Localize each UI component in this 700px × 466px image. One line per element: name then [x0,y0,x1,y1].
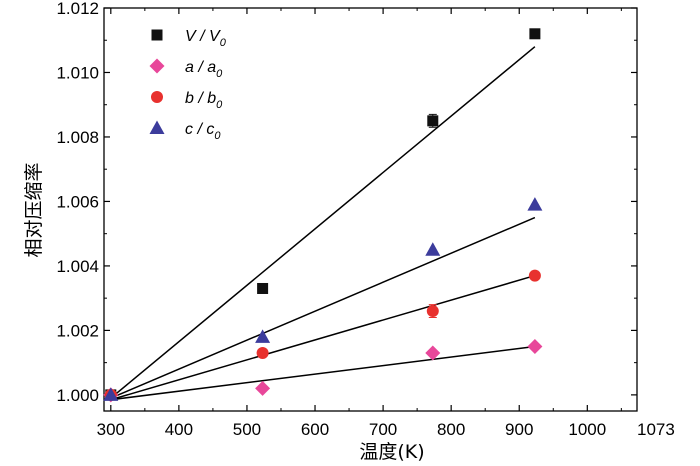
data-point-square [257,282,269,294]
data-point-diamond [255,380,271,396]
legend-subscript: 0 [216,68,223,80]
legend-label: c / c0 [185,121,221,142]
legend-marker-triangle [149,120,165,134]
data-point-circle [528,269,541,282]
y-tick-label: 1.010 [56,63,99,82]
data-point-circle [426,305,439,318]
x-tick-label: 300 [97,420,125,439]
data-point-square [529,28,541,40]
x-tick-label: 900 [505,420,533,439]
fit-line-circle [110,274,536,401]
x-axis-title: 温度(K) [359,441,424,463]
ticks-layer: 300 400 500 600 700 800 900 1000 1.000 1.002 1.004… [56,0,637,439]
y-tick-label: 1.012 [56,0,99,18]
legend-label: V / V0 [185,28,227,49]
error-bars [106,30,539,398]
legend-subscript: 0 [214,130,221,142]
x-tick-label: 500 [233,420,261,439]
x-tick-label: 400 [165,420,193,439]
data-point-diamond [527,339,543,355]
data-point-diamond [425,345,441,361]
legend-marker-circle [151,91,163,103]
data-point-triangle [527,197,543,211]
x-tick-label: 700 [369,420,397,439]
x-tick-label: 1000 [568,420,606,439]
data-point-square [427,115,439,127]
legend-label: b / b0 [185,90,223,111]
x-tick-label: 800 [437,420,465,439]
y-axis-title: 相对压缩率 [23,162,45,257]
data-point-triangle [425,242,441,256]
data-point-circle [256,346,269,359]
fit-lines [110,46,536,401]
fit-line-square [110,46,536,399]
data-point-triangle [103,387,119,401]
legend-marker-diamond [149,58,165,74]
y-tick-label: 1.004 [56,257,99,276]
fit-line-diamond [110,345,535,401]
x-tick-label: 600 [301,420,329,439]
legend-label: a / a0 [185,59,223,80]
data-points [103,28,543,403]
y-tick-label: 1.008 [56,128,99,147]
y-tick-label: 1.000 [56,386,99,405]
plot-frame [103,7,638,412]
legend-subscript: 0 [220,37,227,49]
legend-marker-square [151,29,163,41]
legend: V / V0 a / a0 b / b0 c / c0 [149,28,227,142]
data-point-triangle [255,329,271,343]
y-tick-label: 1.002 [56,321,99,340]
x-axis-end-label: 1073 [637,420,675,439]
fit-line-triangle [110,216,536,399]
legend-subscript: 0 [216,99,223,111]
y-tick-label: 1.006 [56,192,99,211]
